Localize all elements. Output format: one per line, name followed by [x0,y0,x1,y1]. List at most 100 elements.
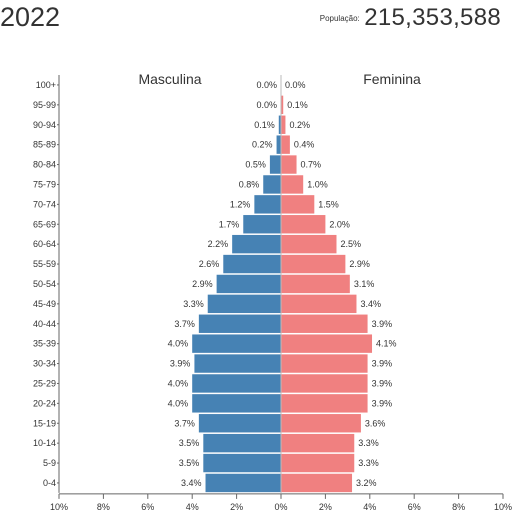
female-value-label: 0.2% [289,120,310,130]
female-bar [281,394,368,413]
male-bar [223,254,281,274]
x-tick-label: 2% [230,502,243,512]
female-value-label: 3.1% [354,279,375,289]
age-label: 55-59 [33,259,56,269]
female-bar [281,433,355,453]
age-axis: 100+ 95-99 90-94 85-89 80-84 75-79 70-74 65-69 6… [33,75,60,493]
male-value-label: 3.5% [179,438,200,448]
age-label: 45-49 [33,299,56,309]
male-bar [269,155,281,174]
age-label: 30-34 [33,359,56,369]
male-value-label: 3.9% [170,359,191,369]
female-bar [281,374,368,393]
male-value-label: 3.7% [174,418,195,428]
male-value-label: 3.4% [181,478,202,488]
x-tick-label: 2% [319,502,332,512]
female-bar [281,155,297,174]
age-label: 80-84 [33,160,56,170]
age-label: 15-19 [33,418,56,428]
male-value-label: 4.0% [168,339,189,349]
male-bar [192,334,281,353]
female-value-label: 1.0% [307,179,328,189]
female-value-label: 2.9% [349,259,370,269]
female-value-label: 3.9% [372,378,393,388]
male-bar [232,234,281,254]
female-value-label: 3.9% [372,398,393,408]
legend-female-label: Feminina [363,71,421,87]
age-label: 0-4 [43,478,56,488]
female-value-label: 3.2% [356,478,377,488]
age-label: 90-94 [33,120,56,130]
x-tick-label: 4% [186,502,199,512]
female-value-label: 0.0% [285,80,306,90]
age-label: 20-24 [33,398,56,408]
female-bar [281,195,315,214]
age-label: 50-54 [33,279,56,289]
age-label: 100+ [36,80,56,90]
male-value-label: 2.6% [199,259,220,269]
male-bar [207,294,281,314]
female-value-label: 3.3% [358,458,379,468]
age-label: 75-79 [33,179,56,189]
x-tick-label: 10% [50,502,68,512]
age-label: 70-74 [33,199,56,209]
male-bar [198,414,281,433]
age-label: 60-64 [33,239,56,249]
female-bar [281,274,350,294]
female-value-label: 0.7% [301,160,322,170]
male-bar [205,473,281,493]
male-value-label: 0.2% [252,140,273,150]
male-bar [203,433,281,453]
bars-group: 0.0% 0.0% 0.0% 0.1% 0.1% 0.2% 0.2% 0.4% 0.5% 0.7%… [168,75,397,493]
female-bar [281,254,346,274]
male-bar [276,135,281,154]
female-value-label: 0.4% [294,140,315,150]
male-value-label: 3.5% [179,458,200,468]
male-bar [216,274,281,294]
age-label: 95-99 [33,100,56,110]
male-bar [254,195,281,214]
female-value-label: 3.9% [372,319,393,329]
female-bar [281,314,368,333]
male-value-label: 1.7% [219,219,240,229]
male-value-label: 0.5% [245,160,266,170]
male-value-label: 0.0% [256,80,277,90]
x-tick-label: 4% [363,502,376,512]
female-bar [281,294,357,314]
male-bar [198,314,281,333]
male-value-label: 2.2% [208,239,229,249]
age-label: 40-44 [33,319,56,329]
male-bar [243,215,281,234]
legend-male-label: Masculina [138,71,201,87]
x-axis: 10% 8% 6% 4% 2% 0% 2% 4% 6% 8% 10% [50,493,512,512]
male-bar [263,175,281,194]
male-bar [278,115,281,134]
female-bar [281,334,373,353]
female-bar [281,95,284,115]
female-bar [281,414,361,433]
male-value-label: 4.0% [168,378,189,388]
female-bar [281,175,304,194]
x-tick-label: 8% [452,502,465,512]
x-tick-label: 10% [494,502,512,512]
female-value-label: 2.5% [341,239,362,249]
female-bar [281,453,355,473]
male-value-label: 3.3% [183,299,204,309]
age-label: 65-69 [33,219,56,229]
x-tick-label: 0% [274,502,287,512]
male-value-label: 0.1% [254,120,275,130]
male-value-label: 1.2% [230,199,251,209]
year-title: 2022 [0,2,61,32]
age-label: 85-89 [33,140,56,150]
female-bar [281,135,290,154]
male-bar [192,374,281,393]
population-value: 215,353,588 [364,4,501,31]
female-bar [281,473,353,493]
male-value-label: 2.9% [192,279,213,289]
male-value-label: 0.8% [239,179,260,189]
female-value-label: 3.6% [365,418,386,428]
male-value-label: 4.0% [168,398,189,408]
male-value-label: 0.0% [256,100,277,110]
female-value-label: 3.9% [372,359,393,369]
